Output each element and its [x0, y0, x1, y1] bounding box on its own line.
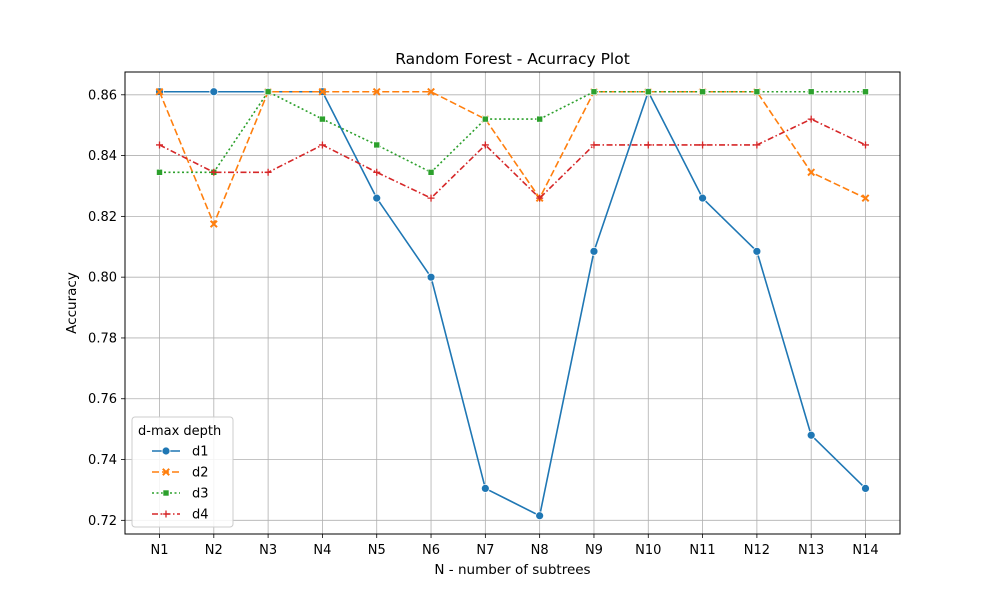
data-point-d4 [862, 141, 869, 149]
data-point-d1 [535, 511, 545, 521]
x-tick-label: N10 [635, 543, 661, 558]
data-point-d1 [589, 246, 599, 256]
legend-item-d4: d4 [152, 508, 209, 523]
data-point-d4 [373, 168, 381, 176]
y-tick-label: 0.76 [88, 392, 117, 407]
data-point-d2 [318, 87, 327, 96]
x-tick-label: N8 [531, 543, 549, 558]
plot-frame [124, 71, 901, 535]
data-point-d4 [536, 194, 544, 202]
x-tick-label: N2 [205, 543, 223, 558]
legend-item-d3: d3 [152, 487, 209, 502]
x-tick-label: N5 [368, 543, 386, 558]
data-point-d4 [427, 194, 435, 202]
data-point-d3 [264, 88, 272, 96]
data-point-d3 [753, 88, 761, 96]
x-tick-label: N7 [476, 543, 494, 558]
legend-swatch-marker [162, 468, 170, 476]
data-point-d2 [861, 194, 870, 203]
series-line-d4 [159, 118, 866, 199]
data-point-d3 [319, 115, 326, 123]
legend-label: d3 [192, 487, 209, 502]
data-point-d4 [318, 141, 326, 149]
data-point-d1 [372, 193, 382, 203]
data-point-d1 [426, 272, 436, 282]
data-point-d3 [536, 115, 543, 123]
y-tick-label: 0.82 [88, 210, 117, 225]
data-point-d4 [699, 141, 707, 149]
legend: d-max depth d1 d2 d3 d4 [131, 416, 234, 528]
x-tick-label: N1 [151, 543, 169, 558]
legend-label: d1 [192, 445, 209, 460]
legend-swatch-marker [162, 510, 170, 518]
data-point-d4 [590, 141, 598, 149]
x-tick-label: N9 [585, 543, 603, 558]
data-point-d4 [807, 115, 815, 123]
data-point-d2 [372, 87, 381, 96]
y-axis-label: Accuracy [64, 272, 80, 334]
y-axis: 0.72 0.74 0.76 0.78 0.80 0.82 0.84 0.86 [88, 88, 125, 529]
data-point-d4 [210, 168, 218, 176]
data-point-d2 [155, 87, 164, 96]
y-tick-label: 0.86 [88, 88, 117, 103]
series-line-d3 [159, 90, 866, 174]
data-point-d3 [427, 169, 435, 176]
data-point-d1 [480, 484, 490, 493]
data-point-d4 [644, 141, 652, 149]
legend-box [131, 416, 234, 528]
data-point-d3 [807, 88, 815, 96]
x-axis: N1 N2 N3 N4 N5 N6 N7 N8 N9 N10 N11 N12 N13 N14 [151, 534, 879, 558]
legend-title: d-max depth [138, 424, 221, 439]
x-tick-label: N4 [313, 543, 331, 558]
data-point-d3 [156, 169, 163, 176]
legend-item-d2: d2 [152, 466, 209, 481]
data-point-d3 [644, 88, 652, 96]
data-point-d3 [590, 88, 598, 96]
data-point-d3 [699, 88, 706, 96]
x-tick-label: N6 [422, 543, 440, 558]
data-point-d4 [481, 141, 489, 149]
series-d2 [155, 87, 870, 228]
x-tick-label: N3 [259, 543, 277, 558]
x-tick-label: N12 [744, 543, 770, 558]
data-point-d4 [753, 141, 761, 149]
series-d4 [156, 115, 869, 202]
y-tick-label: 0.80 [88, 271, 117, 286]
series-line-d2 [158, 90, 866, 225]
y-tick-label: 0.84 [88, 149, 117, 164]
legend-label: d4 [192, 508, 209, 523]
data-point-d1 [209, 87, 219, 97]
data-point-d3 [373, 141, 381, 149]
series-d1 [155, 87, 870, 521]
legend-label: d2 [192, 466, 209, 481]
x-axis-label: N - number of subtrees [434, 562, 590, 578]
grid-lines [125, 72, 900, 534]
legend-swatch-marker [162, 489, 170, 497]
data-point-d2 [807, 168, 816, 177]
data-point-d1 [698, 193, 707, 203]
x-tick-label: N14 [852, 543, 878, 558]
series-lines [155, 87, 870, 521]
data-point-d3 [482, 115, 489, 123]
data-point-d1 [752, 246, 762, 256]
data-point-d1 [861, 484, 870, 493]
legend-item-d1: d1 [152, 445, 209, 460]
y-tick-label: 0.78 [88, 331, 117, 346]
y-tick-label: 0.74 [88, 453, 117, 468]
data-point-d2 [427, 87, 435, 96]
data-point-d1 [806, 430, 816, 440]
y-tick-label: 0.72 [88, 514, 117, 529]
data-point-d4 [264, 168, 272, 176]
data-point-d4 [156, 141, 163, 149]
x-tick-label: N13 [798, 543, 824, 558]
x-tick-label: N11 [689, 543, 715, 558]
data-point-d3 [862, 88, 869, 96]
legend-swatch-marker [161, 446, 171, 456]
chart-title: Random Forest - Acurracy Plot [395, 50, 630, 68]
data-point-d2 [209, 220, 218, 228]
